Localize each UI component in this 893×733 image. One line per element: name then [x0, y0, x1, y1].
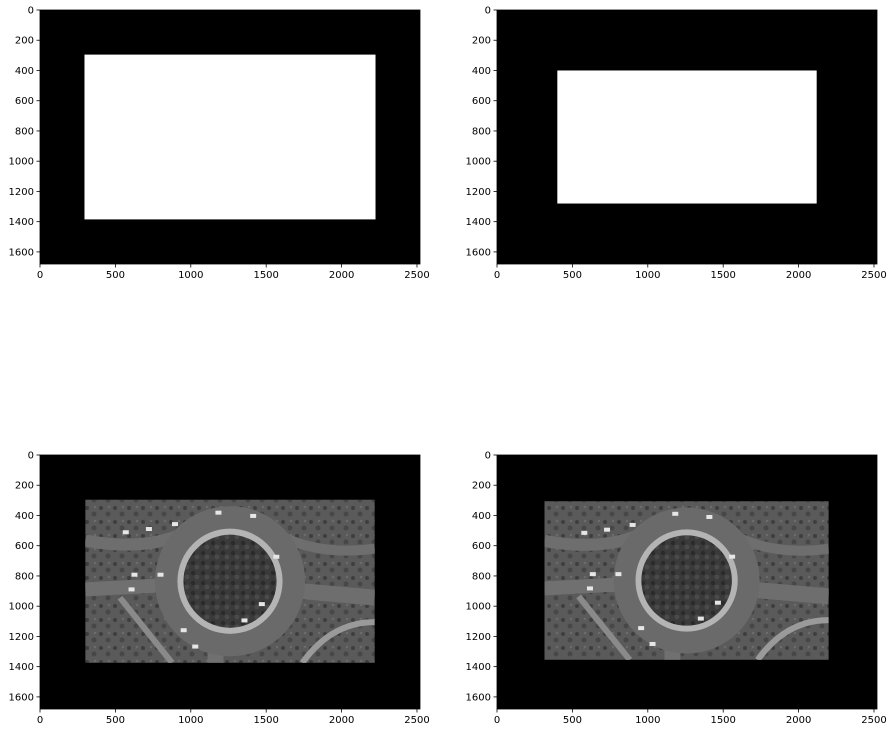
y-tick-label: 1200 — [9, 632, 34, 643]
axes-4: 0 500 1000 1500 2000 2500 0 200 400 600 800 1000 120… — [466, 451, 887, 727]
axes-1: 0 500 1000 1500 2000 2500 0 200 400 600 800 1000 120… — [9, 6, 430, 282]
x-tick-label: 2500 — [404, 715, 429, 726]
y-tick-label: 0 — [485, 6, 491, 17]
x-tick-label: 1500 — [710, 270, 735, 281]
x-tick-label: 500 — [563, 270, 582, 281]
y-tick-label: 800 — [15, 126, 34, 137]
x-tick-label: 1500 — [710, 715, 735, 726]
axes-frame — [496, 454, 878, 710]
x-tick-label: 1000 — [635, 715, 660, 726]
y-tick-label: 200 — [472, 481, 491, 492]
y-tick-label: 600 — [472, 541, 491, 552]
x-tick-label: 0 — [37, 715, 43, 726]
y-tick-label: 400 — [472, 66, 491, 77]
y-tick-label: 200 — [15, 481, 34, 492]
y-tick-label: 1000 — [9, 602, 34, 613]
y-tick-label: 1400 — [466, 217, 491, 228]
x-tick-label: 2500 — [404, 270, 429, 281]
y-tick-label: 400 — [15, 511, 34, 522]
aerial-photo — [544, 501, 829, 660]
y-tick-label: 200 — [15, 36, 34, 47]
y-tick-label: 1200 — [9, 187, 34, 198]
y-tick-label: 400 — [15, 66, 34, 77]
y-tick-label: 0 — [28, 6, 34, 17]
y-tick-label: 1400 — [9, 217, 34, 228]
aerial-photo — [85, 499, 375, 663]
y-tick-label: 1600 — [466, 247, 491, 258]
mask-region — [557, 70, 817, 204]
y-tick-label: 600 — [472, 96, 491, 107]
y-tick-label: 1400 — [466, 662, 491, 673]
y-tick-label: 1000 — [466, 157, 491, 168]
y-tick-label: 600 — [15, 96, 34, 107]
y-tick-label: 0 — [28, 451, 34, 462]
x-tick-label: 2000 — [786, 715, 811, 726]
x-tick-label: 0 — [494, 270, 500, 281]
x-tick-label: 1000 — [178, 715, 203, 726]
axes-frame — [496, 9, 878, 265]
y-tick-label: 200 — [472, 36, 491, 47]
x-tick-label: 1500 — [253, 715, 278, 726]
x-tick-label: 0 — [494, 715, 500, 726]
x-tick-label: 0 — [37, 270, 43, 281]
x-tick-label: 500 — [106, 270, 125, 281]
x-tick-label: 2500 — [861, 270, 886, 281]
x-tick-label: 2000 — [786, 270, 811, 281]
x-tick-label: 500 — [106, 715, 125, 726]
y-tick-label: 1200 — [466, 632, 491, 643]
y-tick-label: 1000 — [466, 602, 491, 613]
axes-2: 0 500 1000 1500 2000 2500 0 200 400 600 800 1000 120… — [466, 6, 887, 282]
axes-frame — [39, 9, 421, 265]
y-tick-label: 0 — [485, 451, 491, 462]
y-tick-label: 400 — [472, 511, 491, 522]
y-tick-label: 1600 — [9, 247, 34, 258]
x-tick-label: 1000 — [635, 270, 660, 281]
axes-frame — [39, 454, 421, 710]
y-tick-label: 600 — [15, 541, 34, 552]
y-tick-label: 800 — [472, 126, 491, 137]
y-tick-label: 1600 — [466, 692, 491, 703]
y-tick-label: 1400 — [9, 662, 34, 673]
x-tick-label: 1500 — [253, 270, 278, 281]
mask-region — [84, 54, 376, 220]
x-tick-label: 2000 — [329, 715, 354, 726]
y-tick-label: 800 — [472, 571, 491, 582]
x-tick-label: 1000 — [178, 270, 203, 281]
x-tick-label: 2500 — [861, 715, 886, 726]
axes-3: 0 500 1000 1500 2000 2500 0 200 400 600 800 1000 120… — [9, 451, 430, 727]
y-tick-label: 1200 — [466, 187, 491, 198]
y-tick-label: 1600 — [9, 692, 34, 703]
x-tick-label: 2000 — [329, 270, 354, 281]
x-tick-label: 500 — [563, 715, 582, 726]
y-tick-label: 800 — [15, 571, 34, 582]
y-tick-label: 1000 — [9, 157, 34, 168]
